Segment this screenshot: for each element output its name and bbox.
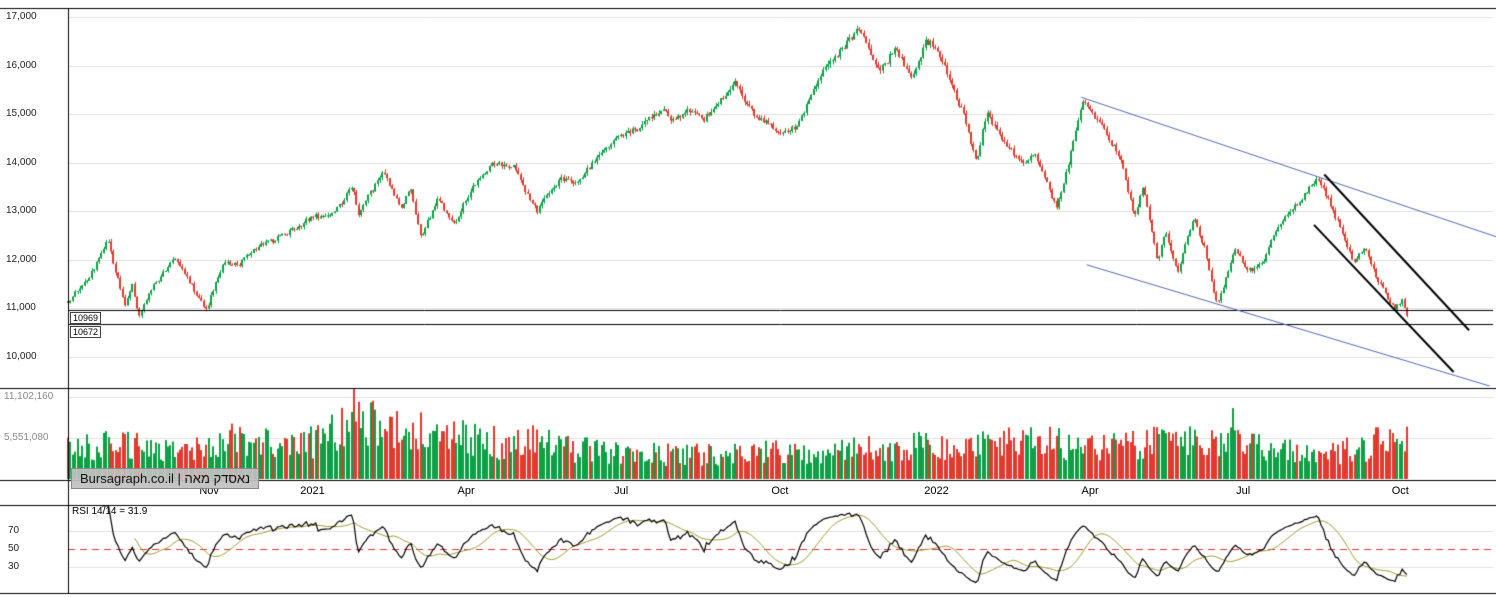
rsi-indicator-label: RSI 14/14 = 31.9 bbox=[72, 506, 148, 517]
watermark-label: Bursagraph.co.il | נאסדק מאה bbox=[71, 468, 260, 489]
